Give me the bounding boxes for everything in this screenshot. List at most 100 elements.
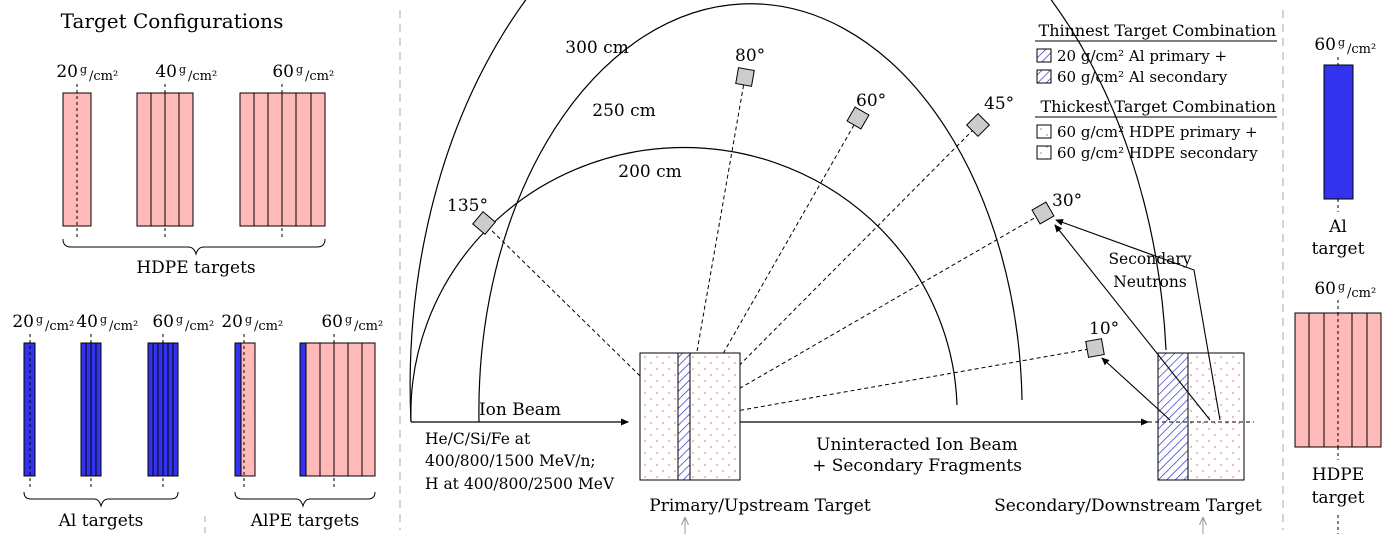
al-target-60: [147, 342, 179, 477]
svg-text:g: g: [80, 63, 87, 76]
secondary-target: [1157, 352, 1245, 481]
neutron-arrow-30-b: [1055, 219, 1221, 421]
angle-label-45: 45°: [984, 94, 1014, 114]
legend-thick-title: Thickest Target Combination: [1040, 97, 1276, 116]
al-brace-label: Al targets: [58, 511, 144, 531]
svg-text:20: 20: [12, 312, 34, 332]
al-label-60: 60 g /cm²: [152, 312, 214, 334]
arc-label-250: 250 cm: [592, 101, 656, 121]
hdpe-brace: [62, 238, 326, 256]
target-configurations-panel: Target Configurations 20 g /cm² 40 g /cm…: [12, 9, 383, 531]
detector-45: [965, 112, 991, 138]
alpe-label-60: 60 g /cm²: [321, 312, 383, 334]
uninteracted-label-1: Uninteracted Ion Beam: [816, 435, 1018, 455]
detector-135: [472, 211, 496, 235]
svg-text:/cm²: /cm²: [1347, 42, 1376, 57]
hdpe-target-label-2: target: [1312, 488, 1365, 508]
al-target-label-2: target: [1312, 239, 1365, 259]
svg-text:40: 40: [76, 312, 98, 332]
secondary-target-label: Secondary/Downstream Target: [994, 496, 1262, 516]
legend-hatch-swatch-2: [1036, 69, 1052, 84]
svg-text:g: g: [296, 63, 303, 76]
legend-dots-swatch-1: [1036, 124, 1052, 139]
secondary-neutrons-label-1: Secondary: [1108, 250, 1191, 268]
hdpe-target-bar: [1294, 312, 1382, 448]
detector-60: [846, 106, 870, 130]
svg-text:g: g: [176, 313, 183, 326]
svg-text:/cm²: /cm²: [188, 69, 217, 84]
detector-10: [1085, 338, 1105, 358]
svg-text:20: 20: [56, 62, 78, 82]
svg-text:60: 60: [152, 312, 174, 332]
svg-text:g: g: [245, 313, 252, 326]
legend: Thinnest Target Combination 20 g/cm² Al …: [1035, 21, 1277, 162]
angle-label-80: 80°: [735, 46, 765, 66]
secondary-neutrons-label-2: Neutrons: [1113, 273, 1187, 291]
hdpe-brace-label: HDPE targets: [136, 258, 255, 278]
beam-desc-2: 400/800/1500 MeV/n;: [425, 452, 596, 470]
angle-label-60: 60°: [856, 91, 886, 111]
arc-250cm: [478, 3, 1023, 423]
svg-text:/cm²: /cm²: [185, 319, 214, 334]
primary-target: [639, 352, 741, 481]
arc-label-300: 300 cm: [565, 38, 629, 58]
svg-text:/cm²: /cm²: [354, 319, 383, 334]
angle-label-30: 30°: [1052, 191, 1082, 211]
svg-text:20: 20: [221, 312, 243, 332]
svg-text:60: 60: [1314, 279, 1336, 299]
arc-label-200: 200 cm: [618, 162, 682, 182]
al-label-40: 40 g /cm²: [76, 312, 138, 334]
svg-text:60: 60: [321, 312, 343, 332]
svg-text:/cm²: /cm²: [254, 319, 283, 334]
angle-label-135: 135°: [447, 196, 488, 216]
neutron-arrow-10: [1101, 357, 1171, 421]
al-target-value: 60 g /cm²: [1314, 35, 1376, 57]
alpe-target-60: [299, 342, 376, 477]
beam-desc-3: H at 400/800/2500 MeV: [425, 475, 615, 493]
hdpe-label-40: 40 g /cm²: [155, 62, 217, 84]
svg-text:g: g: [100, 313, 107, 326]
svg-text:/cm²: /cm²: [89, 69, 118, 84]
al-label-20: 20 g /cm²: [12, 312, 74, 334]
legend-thick-item-2: 60 g/cm² HDPE secondary: [1057, 144, 1258, 162]
alpe-brace-label: AlPE targets: [250, 511, 360, 531]
ion-beam-label: Ion Beam: [479, 400, 561, 420]
legend-thin-item-2: 60 g/cm² Al secondary: [1057, 68, 1228, 86]
legend-hatch-swatch-1: [1036, 48, 1052, 63]
neutron-arrow-30-a: [1054, 224, 1211, 421]
legend-dots-swatch-2: [1036, 145, 1052, 160]
svg-text:60: 60: [1314, 35, 1336, 55]
primary-target-label: Primary/Upstream Target: [649, 496, 871, 516]
hdpe-target-value: 60 g /cm²: [1314, 279, 1376, 301]
svg-text:/cm²: /cm²: [45, 319, 74, 334]
main-setup: 300 cm 250 cm 200 cm 135° 80° 60° 45° 30…: [409, 0, 1262, 534]
arc-300cm: [409, 0, 1167, 423]
svg-text:g: g: [345, 313, 352, 326]
svg-text:40: 40: [155, 62, 177, 82]
alpe-label-20: 20 g /cm²: [221, 312, 283, 334]
alpe-brace: [234, 491, 376, 508]
right-panel: 60 g /cm² Al target 60 g /cm² HDPE targe…: [1294, 35, 1382, 534]
svg-text:/cm²: /cm²: [109, 319, 138, 334]
angle-label-10: 10°: [1089, 319, 1119, 339]
svg-text:/cm²: /cm²: [305, 69, 334, 84]
hdpe-label-20: 20 g /cm²: [56, 62, 118, 84]
uninteracted-label-2: + Secondary Fragments: [812, 456, 1022, 476]
detector-80: [735, 67, 755, 87]
panel-title: Target Configurations: [61, 9, 284, 33]
al-target-label-1: Al: [1328, 217, 1347, 237]
svg-text:/cm²: /cm²: [1347, 286, 1376, 301]
hdpe-target-label-1: HDPE: [1312, 465, 1364, 485]
hdpe-label-60: 60 g /cm²: [272, 62, 334, 84]
beam-desc-1: He/C/Si/Fe at: [425, 430, 531, 448]
arc-200cm: [410, 146, 958, 423]
al-brace: [23, 491, 179, 508]
alpe-target-20: [234, 342, 256, 477]
svg-text:g: g: [36, 313, 43, 326]
svg-text:60: 60: [272, 62, 294, 82]
al-target-40: [80, 342, 102, 477]
legend-thick-item-1: 60 g/cm² HDPE primary +: [1057, 123, 1258, 141]
legend-thin-item-1: 20 g/cm² Al primary +: [1057, 47, 1227, 65]
svg-text:g: g: [179, 63, 186, 76]
